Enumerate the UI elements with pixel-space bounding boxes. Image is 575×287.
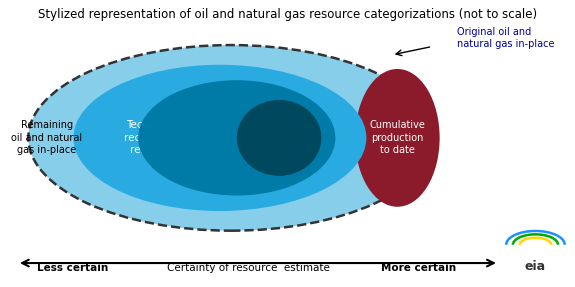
Ellipse shape [74,65,366,211]
Ellipse shape [237,100,321,176]
Ellipse shape [355,69,440,207]
Text: Remaining
oil and natural
gas in-place: Remaining oil and natural gas in-place [12,121,82,155]
Text: Certainty of resource  estimate: Certainty of resource estimate [167,263,329,273]
Text: Original oil and
natural gas in-place: Original oil and natural gas in-place [457,27,554,49]
Text: Cumulative
production
to date: Cumulative production to date [370,121,426,155]
Text: More certain: More certain [381,263,457,273]
Text: eia: eia [525,260,546,273]
Text: Proved
reserves: Proved reserves [261,128,300,148]
Ellipse shape [138,80,335,195]
Text: Technically
recoverable
resources: Technically recoverable resources [124,121,186,155]
Text: Economically
recoverable
resources: Economically recoverable resources [194,121,259,155]
Text: Stylized representation of oil and natural gas resource categorizations (not to : Stylized representation of oil and natur… [38,9,537,22]
Ellipse shape [28,45,434,231]
Text: Less certain: Less certain [37,263,108,273]
